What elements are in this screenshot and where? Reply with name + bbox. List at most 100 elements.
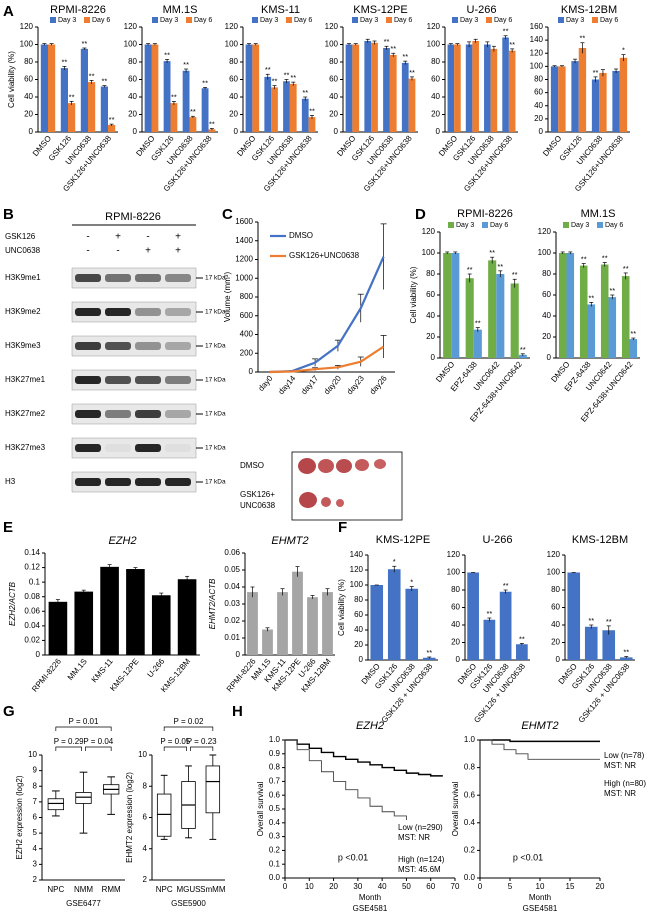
bracket xyxy=(163,726,214,731)
series-line xyxy=(269,256,385,374)
significance: ** xyxy=(426,648,432,657)
y-tick-label: 0.1 xyxy=(29,577,41,586)
legend-label: Day 6 xyxy=(394,17,412,24)
bar xyxy=(612,70,620,132)
band xyxy=(165,376,191,384)
y-tick-label: 0.1 xyxy=(269,859,281,868)
y-tick-label: 40 xyxy=(551,620,560,629)
legend-swatch xyxy=(486,17,492,23)
bar xyxy=(189,117,197,132)
y-tick-label: 120 xyxy=(225,22,239,31)
band xyxy=(75,444,101,452)
y-tick-label: 1.0 xyxy=(464,735,476,744)
bar xyxy=(602,630,616,660)
series-line xyxy=(269,345,385,374)
x-tick-label: NMM xyxy=(74,885,93,894)
y-tick-label: 0.6 xyxy=(464,790,476,799)
y-tick-label: 0.4 xyxy=(464,818,476,827)
photo-label: DMSO xyxy=(240,461,264,470)
x-tick-label: DMSO xyxy=(434,360,456,384)
y-tick-label: 100 xyxy=(530,61,544,70)
chart-title: RPMI-8226 xyxy=(50,4,106,16)
significance: ** xyxy=(486,609,492,618)
x-tick-label: 70 xyxy=(451,882,460,891)
significance: ** xyxy=(581,254,587,263)
y-tick-label: 100 xyxy=(20,40,34,49)
y-tick-label: 60 xyxy=(534,88,543,97)
bar xyxy=(370,585,384,660)
bar xyxy=(619,657,633,660)
series-line xyxy=(285,739,443,777)
y-tick-label: 140 xyxy=(530,35,544,44)
y-tick-label: 8 xyxy=(143,781,148,790)
significance: ** xyxy=(623,264,629,273)
y-tick-label: 0 xyxy=(556,655,561,664)
legend-label: Day 6 xyxy=(494,17,512,24)
p-value: P = 0.05 xyxy=(160,737,190,746)
y-tick-label: 0 xyxy=(234,127,239,136)
band xyxy=(165,478,191,486)
y-tick-label: 60 xyxy=(431,75,440,84)
y-tick-label: 60 xyxy=(329,75,338,84)
series-note: MST: NR xyxy=(604,761,636,770)
legend-label: Day 6 xyxy=(605,222,623,229)
marker-label: 17 kDa xyxy=(205,309,226,316)
y-tick-label: 100 xyxy=(124,40,138,49)
p-value: P = 0.29 xyxy=(54,737,84,746)
panel-letter: A xyxy=(3,3,14,20)
bar xyxy=(490,48,498,132)
y-tick-label: 0 xyxy=(236,650,241,659)
bar xyxy=(579,265,588,358)
y-tick-label: 100 xyxy=(325,40,339,49)
y-axis-label: EZH2/ACTB xyxy=(8,581,17,626)
legend-swatch xyxy=(252,17,258,23)
band xyxy=(105,376,131,384)
x-axis-label: GSE5900 xyxy=(171,899,206,908)
x-tick-label: 0 xyxy=(283,882,288,891)
bar xyxy=(48,44,56,132)
bar xyxy=(584,626,598,660)
legend-swatch xyxy=(50,17,56,23)
y-tick-label: 600 xyxy=(240,311,254,320)
y-tick-label: 9 xyxy=(33,766,38,775)
y-tick-label: 800 xyxy=(240,292,254,301)
y-tick-label: 100 xyxy=(225,40,239,49)
significance: ** xyxy=(623,647,629,656)
box xyxy=(156,793,172,837)
y-tick-label: 0 xyxy=(249,367,254,376)
treatment-sign: - xyxy=(116,246,119,257)
y-tick-label: 120 xyxy=(350,565,364,574)
y-tick-label: 1600 xyxy=(235,217,253,226)
band xyxy=(75,410,101,418)
y-tick-label: 120 xyxy=(530,48,544,57)
y-tick-label: 7 xyxy=(33,797,38,806)
treatment-sign: + xyxy=(175,246,181,257)
y-tick-label: 0 xyxy=(359,655,364,664)
y-tick-label: 20 xyxy=(229,110,238,119)
y-tick-label: 0.4 xyxy=(269,818,281,827)
chart-title: MM.1S xyxy=(163,4,198,16)
x-tick-label: 0 xyxy=(478,882,483,891)
significance: ** xyxy=(302,88,308,97)
y-tick-label: 60 xyxy=(128,75,137,84)
y-tick-label: 1400 xyxy=(235,236,253,245)
band xyxy=(105,308,131,316)
x-tick-label: day0 xyxy=(257,373,275,392)
series-line xyxy=(480,739,600,743)
bar xyxy=(465,44,473,132)
chart-title: MM.1S xyxy=(581,208,616,220)
band xyxy=(105,478,131,486)
y-tick-label: 0.04 xyxy=(24,621,40,630)
chart-title: KMS-12BM xyxy=(561,4,617,16)
legend-swatch xyxy=(597,222,603,228)
significance: ** xyxy=(467,265,473,274)
band xyxy=(75,274,101,282)
y-tick-label: 20 xyxy=(128,110,137,119)
y-tick-label: 100 xyxy=(427,40,441,49)
bracket xyxy=(163,746,187,751)
y-tick-label: 0.03 xyxy=(224,599,240,608)
significance: ** xyxy=(520,345,526,354)
data-source: GSE4581 xyxy=(523,904,558,913)
y-tick-label: 1200 xyxy=(235,255,253,264)
x-tick-label: MGUS xyxy=(177,885,201,894)
